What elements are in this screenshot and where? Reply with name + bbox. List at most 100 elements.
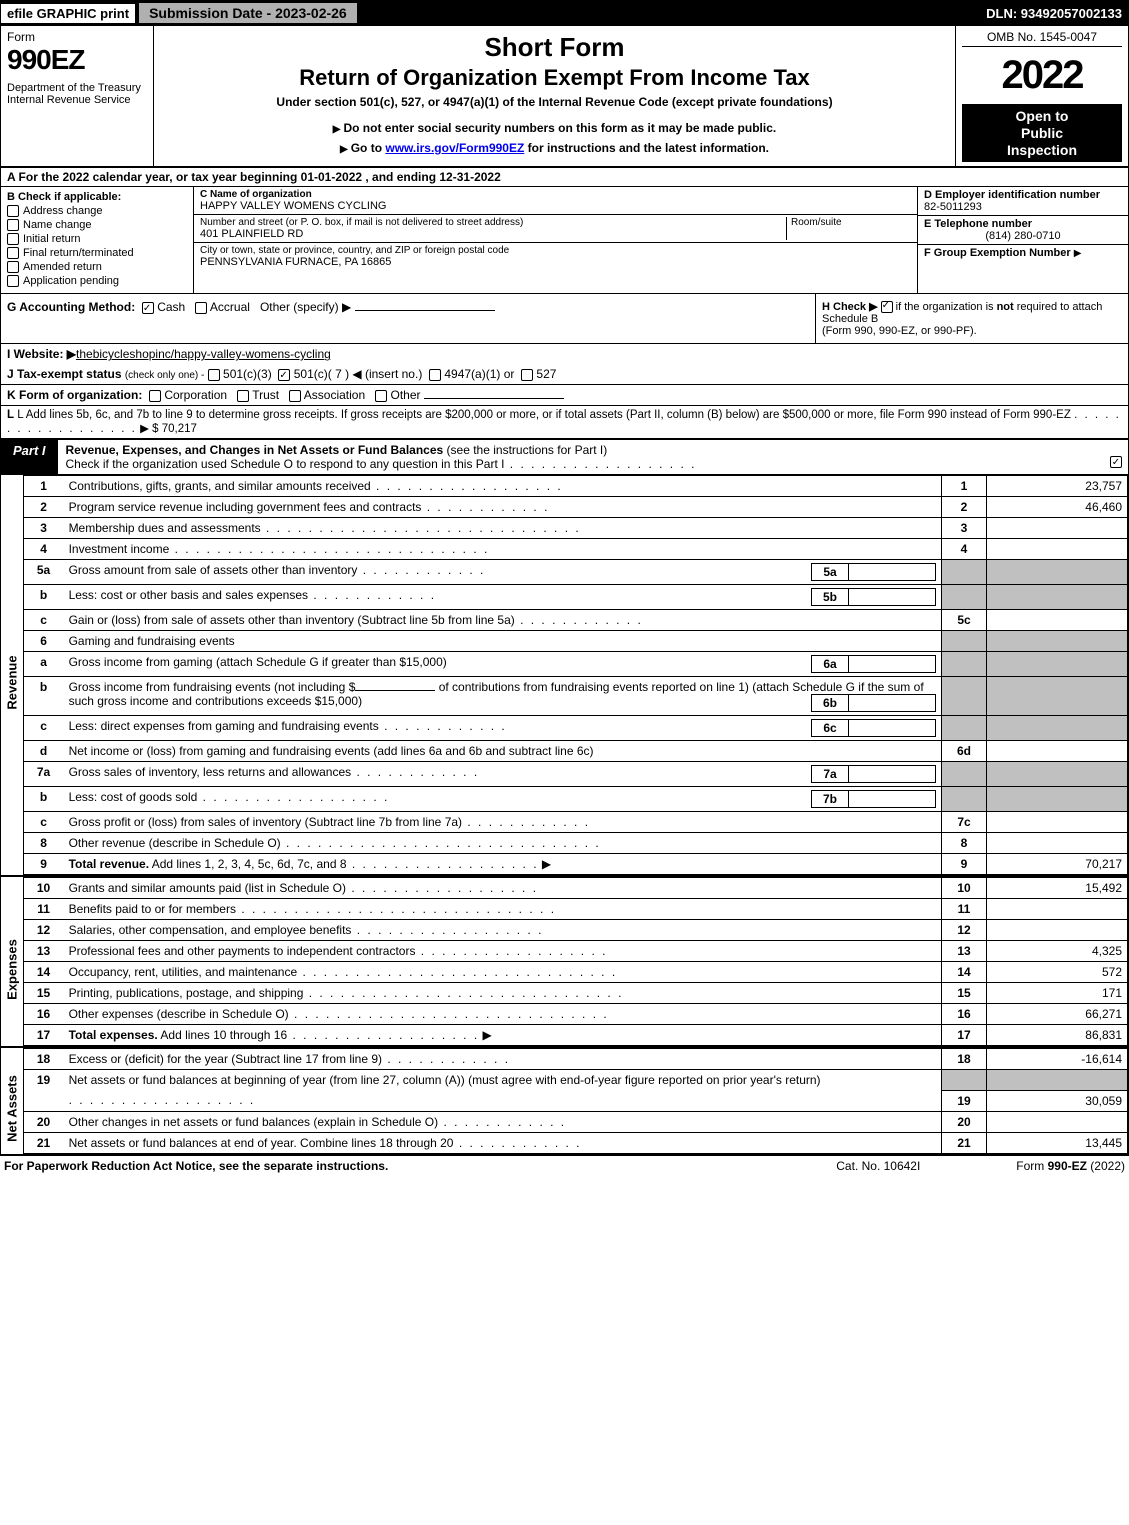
street-label: Number and street (or P. O. box, if mail… — [200, 217, 786, 228]
header-right: OMB No. 1545-0047 2022 Open to Public In… — [955, 26, 1128, 166]
org-name-label: C Name of organization — [200, 189, 911, 200]
cb-initial-return[interactable] — [7, 233, 19, 245]
fundraising-amount-input[interactable] — [355, 690, 435, 691]
dln: DLN: 93492057002133 — [986, 6, 1128, 21]
amount — [987, 539, 1128, 560]
table-row: a Gross income from gaming (attach Sched… — [24, 652, 1128, 677]
city-value: PENNSYLVANIA FURNACE, PA 16865 — [200, 256, 911, 268]
form-number: 990EZ — [7, 44, 147, 76]
section-i: I Website: ▶thebicycleshopinc/happy-vall… — [0, 343, 1129, 364]
return-title: Return of Organization Exempt From Incom… — [162, 65, 947, 91]
expenses-table: 10 Grants and similar amounts paid (list… — [24, 877, 1128, 1046]
footer-catno: Cat. No. 10642I — [836, 1159, 1016, 1173]
revenue-section: Revenue 1 Contributions, gifts, grants, … — [0, 475, 1129, 875]
amount — [987, 899, 1128, 920]
row-g-h: G Accounting Method: Cash Accrual Other … — [0, 294, 1129, 343]
amount: 13,445 — [987, 1132, 1128, 1153]
cb-corporation[interactable] — [149, 390, 161, 402]
omb-number: OMB No. 1545-0047 — [962, 30, 1122, 47]
cb-527[interactable] — [521, 369, 533, 381]
cb-cash[interactable] — [142, 302, 154, 314]
cb-final-return[interactable] — [7, 247, 19, 259]
amount — [987, 518, 1128, 539]
section-k: K Form of organization: Corporation Trus… — [0, 384, 1129, 406]
gross-receipts: $ 70,217 — [152, 423, 197, 435]
under-section: Under section 501(c), 527, or 4947(a)(1)… — [162, 95, 947, 109]
amount: -16,614 — [987, 1049, 1128, 1070]
other-org-input[interactable] — [424, 398, 564, 399]
efile-print-button[interactable]: efile GRAPHIC print — [1, 4, 135, 23]
cb-name-change[interactable] — [7, 219, 19, 231]
part1-header: Part I Revenue, Expenses, and Changes in… — [0, 440, 1129, 475]
cb-h[interactable] — [881, 301, 893, 313]
cb-4947[interactable] — [429, 369, 441, 381]
table-row: 13 Professional fees and other payments … — [24, 941, 1128, 962]
other-specify-input[interactable] — [355, 310, 495, 311]
department: Department of the Treasury Internal Reve… — [7, 82, 147, 106]
cb-amended-return[interactable] — [7, 261, 19, 273]
part1-title: Revenue, Expenses, and Changes in Net As… — [58, 440, 1104, 474]
amount: 4,325 — [987, 941, 1128, 962]
cb-schedule-o[interactable] — [1110, 456, 1122, 468]
cb-label: Name change — [23, 219, 92, 231]
header-center: Short Form Return of Organization Exempt… — [154, 26, 955, 166]
cb-label: Amended return — [23, 261, 102, 273]
side-label-revenue: Revenue — [1, 475, 24, 875]
table-row: 11 Benefits paid to or for members 11 — [24, 899, 1128, 920]
irs-link[interactable]: www.irs.gov/Form990EZ — [385, 141, 524, 155]
table-row: 21 Net assets or fund balances at end of… — [24, 1132, 1128, 1153]
table-row: 16 Other expenses (describe in Schedule … — [24, 1004, 1128, 1025]
table-row: 3 Membership dues and assessments 3 — [24, 518, 1128, 539]
phone-value: (814) 280-0710 — [924, 230, 1122, 242]
table-row: 5a Gross amount from sale of assets othe… — [24, 560, 1128, 585]
cb-association[interactable] — [289, 390, 301, 402]
ein-label: D Employer identification number — [924, 189, 1122, 201]
section-l: L L Add lines 5b, 6c, and 7b to line 9 t… — [0, 406, 1129, 440]
section-c: C Name of organization HAPPY VALLEY WOME… — [194, 187, 917, 293]
open-to-public: Open to Public Inspection — [962, 104, 1122, 162]
form-header: Form 990EZ Department of the Treasury In… — [0, 26, 1129, 168]
cb-501c[interactable] — [278, 369, 290, 381]
section-j: J Tax-exempt status (check only one) - 5… — [0, 364, 1129, 384]
table-row: 19 Net assets or fund balances at beginn… — [24, 1070, 1128, 1091]
city-label: City or town, state or province, country… — [200, 245, 911, 256]
header-left: Form 990EZ Department of the Treasury In… — [1, 26, 154, 166]
ein-value: 82-5011293 — [924, 201, 1122, 213]
table-row: b Less: cost of goods sold7b — [24, 787, 1128, 812]
table-row: d Net income or (loss) from gaming and f… — [24, 741, 1128, 762]
table-row: c Gain or (loss) from sale of assets oth… — [24, 610, 1128, 631]
cb-address-change[interactable] — [7, 205, 19, 217]
netassets-section: Net Assets 18 Excess or (deficit) for th… — [0, 1048, 1129, 1154]
table-row: 18 Excess or (deficit) for the year (Sub… — [24, 1049, 1128, 1070]
table-row: 8 Other revenue (describe in Schedule O)… — [24, 833, 1128, 854]
table-row: 17 Total expenses. Add lines 10 through … — [24, 1025, 1128, 1046]
section-b-title: B Check if applicable: — [7, 191, 187, 203]
cb-application-pending[interactable] — [7, 275, 19, 287]
amount: 572 — [987, 962, 1128, 983]
short-form-title: Short Form — [162, 32, 947, 63]
form-word: Form — [7, 30, 147, 44]
cb-label: Final return/terminated — [23, 247, 134, 259]
revenue-table: 1 Contributions, gifts, grants, and simi… — [24, 475, 1128, 875]
cb-other-org[interactable] — [375, 390, 387, 402]
amount: 23,757 — [987, 476, 1128, 497]
section-a: A For the 2022 calendar year, or tax yea… — [0, 168, 1129, 187]
section-h: H Check ▶ if the organization is not req… — [815, 294, 1128, 343]
amount: 70,217 — [987, 854, 1128, 875]
cb-501c3[interactable] — [208, 369, 220, 381]
goto-line: Go to www.irs.gov/Form990EZ for instruct… — [162, 141, 947, 155]
cb-accrual[interactable] — [195, 302, 207, 314]
table-row: 2 Program service revenue including gove… — [24, 497, 1128, 518]
group-exemption-label: F Group Exemption Number — [924, 247, 1071, 259]
amount — [987, 610, 1128, 631]
cb-trust[interactable] — [237, 390, 249, 402]
table-row: 15 Printing, publications, postage, and … — [24, 983, 1128, 1004]
table-row: 10 Grants and similar amounts paid (list… — [24, 878, 1128, 899]
table-row: 12 Salaries, other compensation, and emp… — [24, 920, 1128, 941]
amount — [987, 920, 1128, 941]
amount — [987, 741, 1128, 762]
netassets-table: 18 Excess or (deficit) for the year (Sub… — [24, 1048, 1128, 1154]
cb-label: Address change — [23, 205, 103, 217]
tax-year: 2022 — [962, 53, 1122, 98]
cb-label: Initial return — [23, 233, 80, 245]
